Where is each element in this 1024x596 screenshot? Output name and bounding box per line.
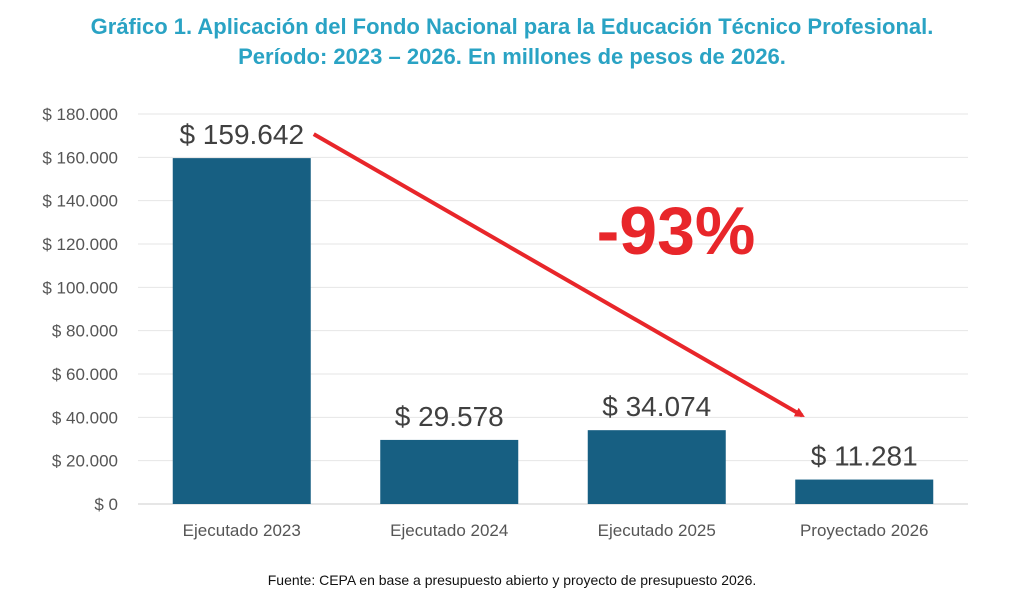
y-tick-label: $ 140.000 bbox=[42, 192, 118, 211]
y-tick-label: $ 0 bbox=[94, 495, 118, 514]
data-label: $ 159.642 bbox=[179, 119, 304, 150]
x-tick-label: Ejecutado 2025 bbox=[598, 521, 716, 540]
y-tick-label: $ 100.000 bbox=[42, 278, 118, 297]
data-labels: $ 159.642 $ 29.578 $ 34.074 $ 11.281 bbox=[179, 119, 917, 471]
source-note: Fuente: CEPA en base a presupuesto abier… bbox=[267, 572, 757, 588]
data-label: $ 34.074 bbox=[602, 391, 711, 422]
bars bbox=[172, 158, 934, 504]
chart-title-line-2: Período: 2023 – 2026. En millones de pes… bbox=[238, 44, 786, 69]
y-tick-label: $ 60.000 bbox=[52, 365, 118, 384]
bar bbox=[380, 439, 519, 504]
y-tick-label: $ 40.000 bbox=[52, 408, 118, 427]
decline-arrow bbox=[312, 132, 805, 418]
data-label: $ 11.281 bbox=[811, 441, 918, 472]
y-tick-label: $ 180.000 bbox=[42, 105, 118, 124]
y-axis-tick-labels: $ 0 $ 20.000 $ 40.000 $ 60.000 $ 80.000 $ 100… bbox=[42, 105, 118, 514]
x-axis-tick-labels: Ejecutado 2023 Ejecutado 2024 Ejecutado 20… bbox=[183, 521, 929, 540]
percent-change-annotation: -93% bbox=[597, 193, 756, 269]
bar bbox=[587, 430, 726, 504]
y-tick-label: $ 120.000 bbox=[42, 235, 118, 254]
bar bbox=[172, 158, 311, 504]
chart-title: Gráfico 1. Aplicación del Fondo Nacional… bbox=[0, 12, 1024, 72]
y-tick-label: $ 80.000 bbox=[52, 322, 118, 341]
x-tick-label: Ejecutado 2023 bbox=[183, 521, 301, 540]
bar bbox=[795, 479, 934, 504]
data-label: $ 29.578 bbox=[395, 401, 504, 432]
y-tick-label: $ 160.000 bbox=[42, 148, 118, 167]
x-tick-label: Ejecutado 2024 bbox=[390, 521, 508, 540]
x-tick-label: Proyectado 2026 bbox=[800, 521, 929, 540]
chart-title-line-1: Gráfico 1. Aplicación del Fondo Nacional… bbox=[90, 14, 934, 39]
y-tick-label: $ 20.000 bbox=[52, 452, 118, 471]
